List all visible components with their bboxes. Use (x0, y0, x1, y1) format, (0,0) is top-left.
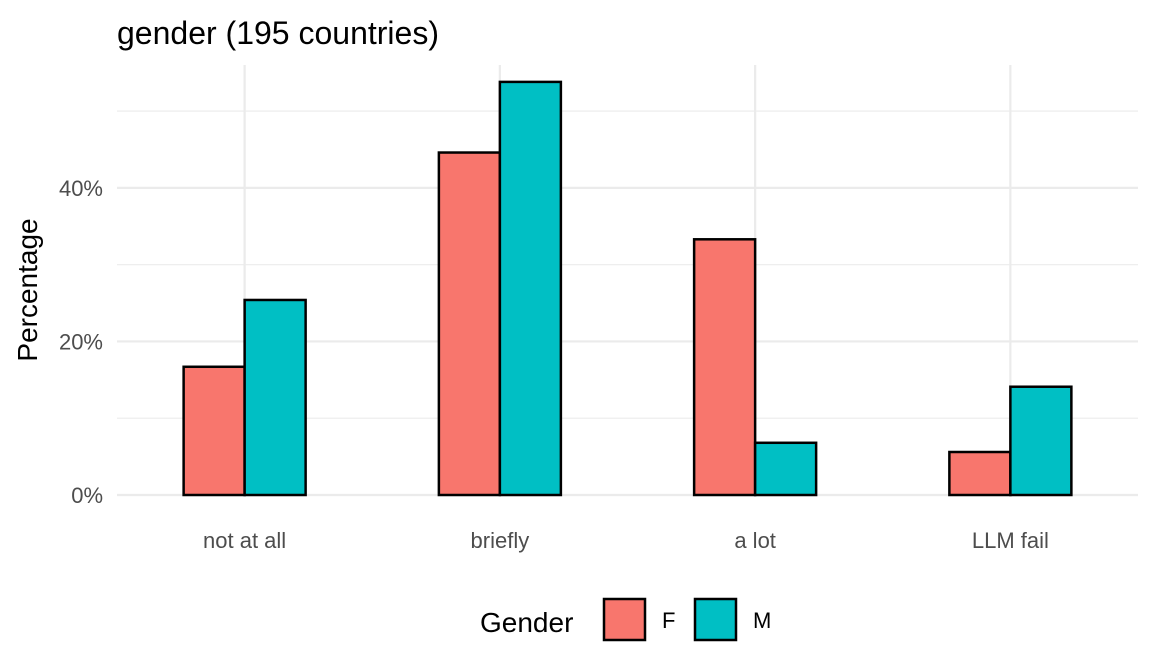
bar-m-briefly (498, 80, 563, 497)
y-tick-label: 0% (71, 483, 103, 508)
legend-label-f: F (662, 608, 675, 633)
bar-f-briefly (437, 151, 502, 497)
legend-title: Gender (480, 607, 573, 638)
bar-f-a-lot (692, 238, 757, 497)
bar-m-not-at-all (243, 298, 307, 497)
bar-f-llm-fail (948, 450, 1012, 497)
x-tick-label: briefly (471, 528, 530, 553)
x-tick-label: not at all (203, 528, 286, 553)
bar-f-not-at-all (182, 365, 246, 497)
y-tick-label: 40% (59, 176, 103, 201)
legend: Gender F M (480, 597, 771, 642)
x-axis-ticks: not at all briefly a lot LLM fail (203, 528, 1049, 553)
x-tick-label: LLM fail (972, 528, 1049, 553)
y-tick-label: 20% (59, 329, 103, 354)
legend-key-f (602, 597, 647, 642)
y-axis-ticks: 0% 20% 40% (59, 176, 103, 508)
y-axis-label: Percentage (12, 218, 43, 361)
bars (182, 80, 1073, 497)
legend-label-m: M (753, 608, 771, 633)
bar-m-llm-fail (1009, 385, 1073, 497)
chart-title: gender (195 countries) (117, 15, 439, 51)
legend-key-m (693, 597, 738, 642)
bar-m-a-lot (753, 441, 818, 497)
x-tick-label: a lot (734, 528, 776, 553)
